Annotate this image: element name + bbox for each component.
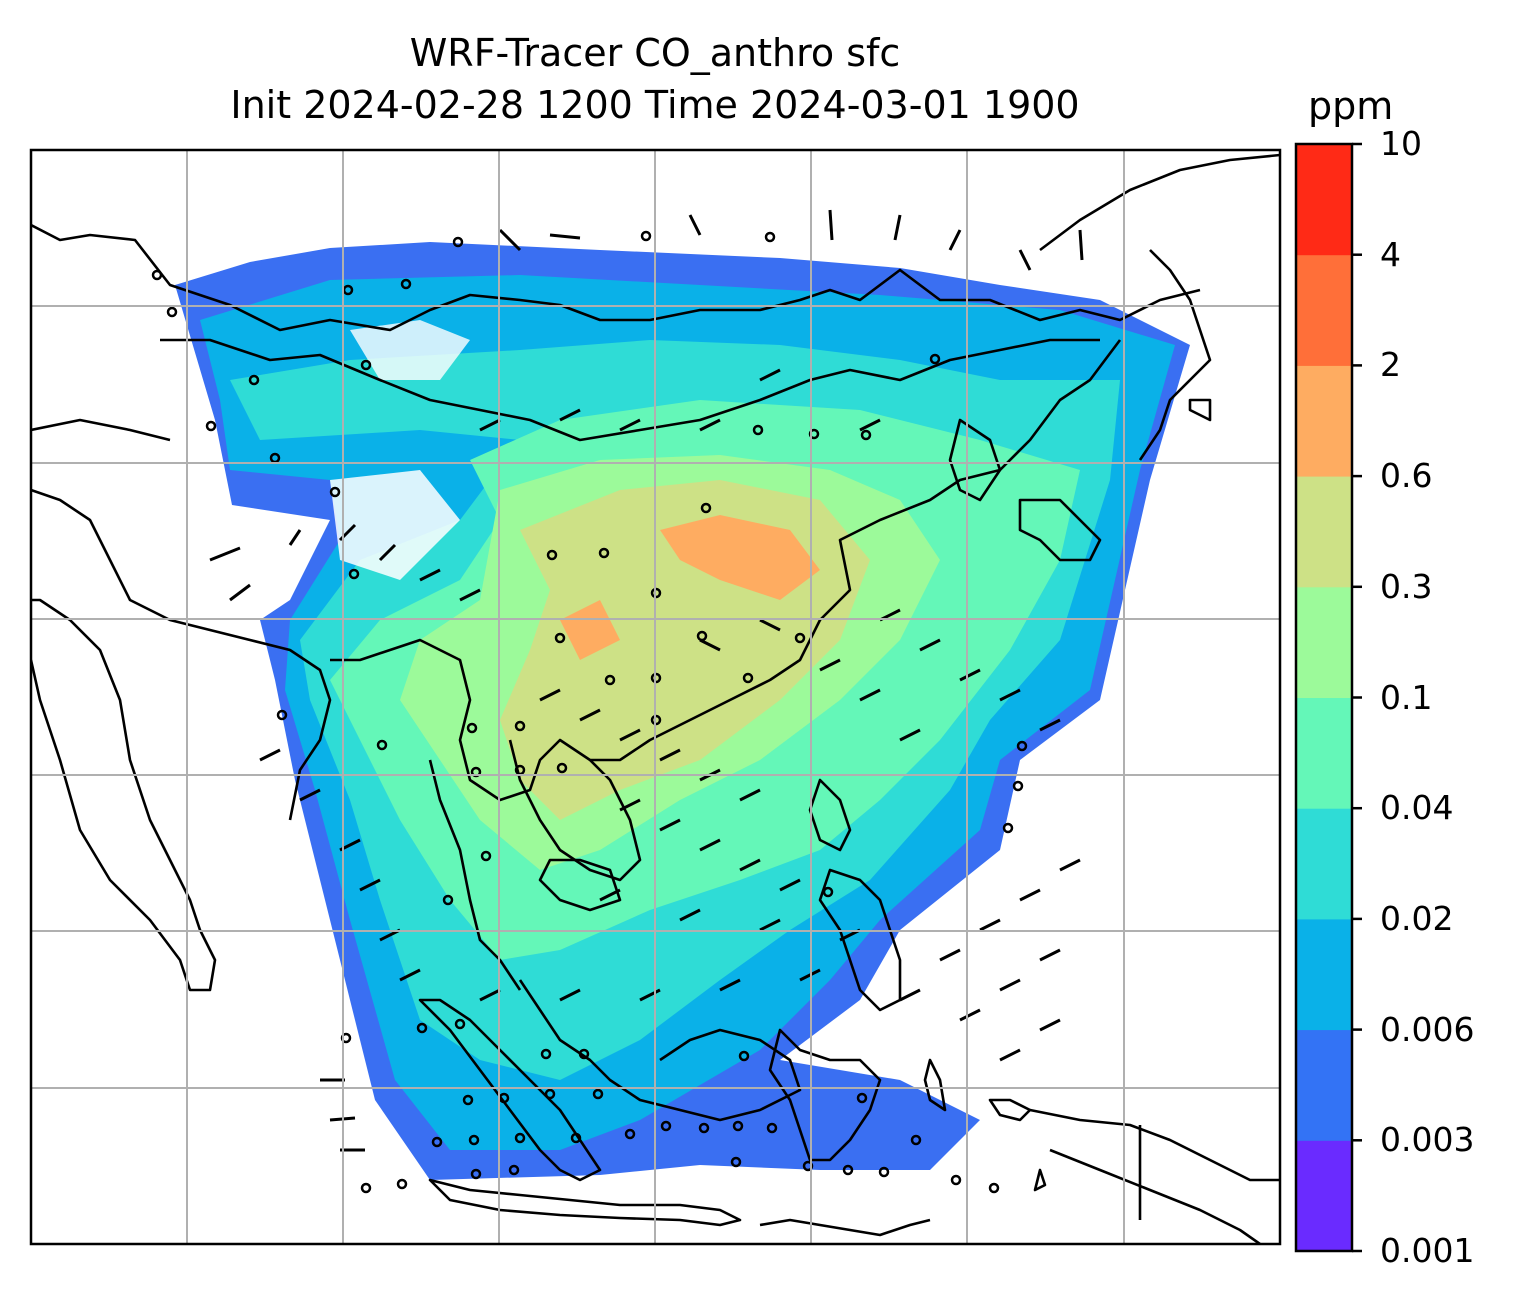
colorbar-tick-label: 0.6 — [1380, 456, 1433, 496]
wind-barbs — [209, 209, 1084, 1152]
chart-title-line1: WRF-Tracer CO_anthro sfc — [409, 31, 901, 75]
colorbar-tick-label: 0.003 — [1380, 1120, 1475, 1160]
field-level-0.6 — [660, 515, 820, 600]
gridlines — [31, 150, 1280, 1244]
colorbar-segment — [1296, 476, 1352, 588]
colorbar-segment — [1296, 144, 1352, 256]
colorbar-segment — [1296, 808, 1352, 920]
calm-wind-markers — [151, 230, 1028, 1194]
colorbar-segment — [1296, 1029, 1352, 1141]
field-level-0.6-b — [560, 600, 620, 660]
colorbar-unit: ppm — [1308, 84, 1394, 128]
colorbar-tick-label: 0.1 — [1380, 677, 1433, 717]
field-mask-1 — [330, 470, 460, 580]
chart-title-line2: Init 2024-02-28 1200 Time 2024-03-01 190… — [230, 83, 1080, 127]
map-frame — [29, 148, 1282, 1246]
field-mask-2 — [350, 320, 470, 380]
colorbar-segment — [1296, 1140, 1352, 1252]
colorbar-segment — [1296, 586, 1352, 698]
colorbar-tick-label: 10 — [1380, 124, 1422, 163]
colorbar-tick-label: 0.006 — [1380, 1009, 1475, 1049]
colorbar-segment — [1296, 254, 1352, 366]
colorbar-tick-label: 0.3 — [1380, 566, 1433, 606]
colorbar-tick-label: 0.02 — [1380, 898, 1454, 938]
colorbar-segment — [1296, 697, 1352, 809]
colorbar-tick-label: 0.04 — [1380, 788, 1454, 828]
colorbar-tick-label: 2 — [1380, 345, 1401, 385]
colorbar-tick-label: 0.001 — [1380, 1231, 1475, 1270]
colorbar-tick-label: 4 — [1380, 234, 1401, 274]
colorbar — [1294, 142, 1362, 1253]
colorbar-segment — [1296, 365, 1352, 477]
colorbar-segment — [1296, 918, 1352, 1031]
